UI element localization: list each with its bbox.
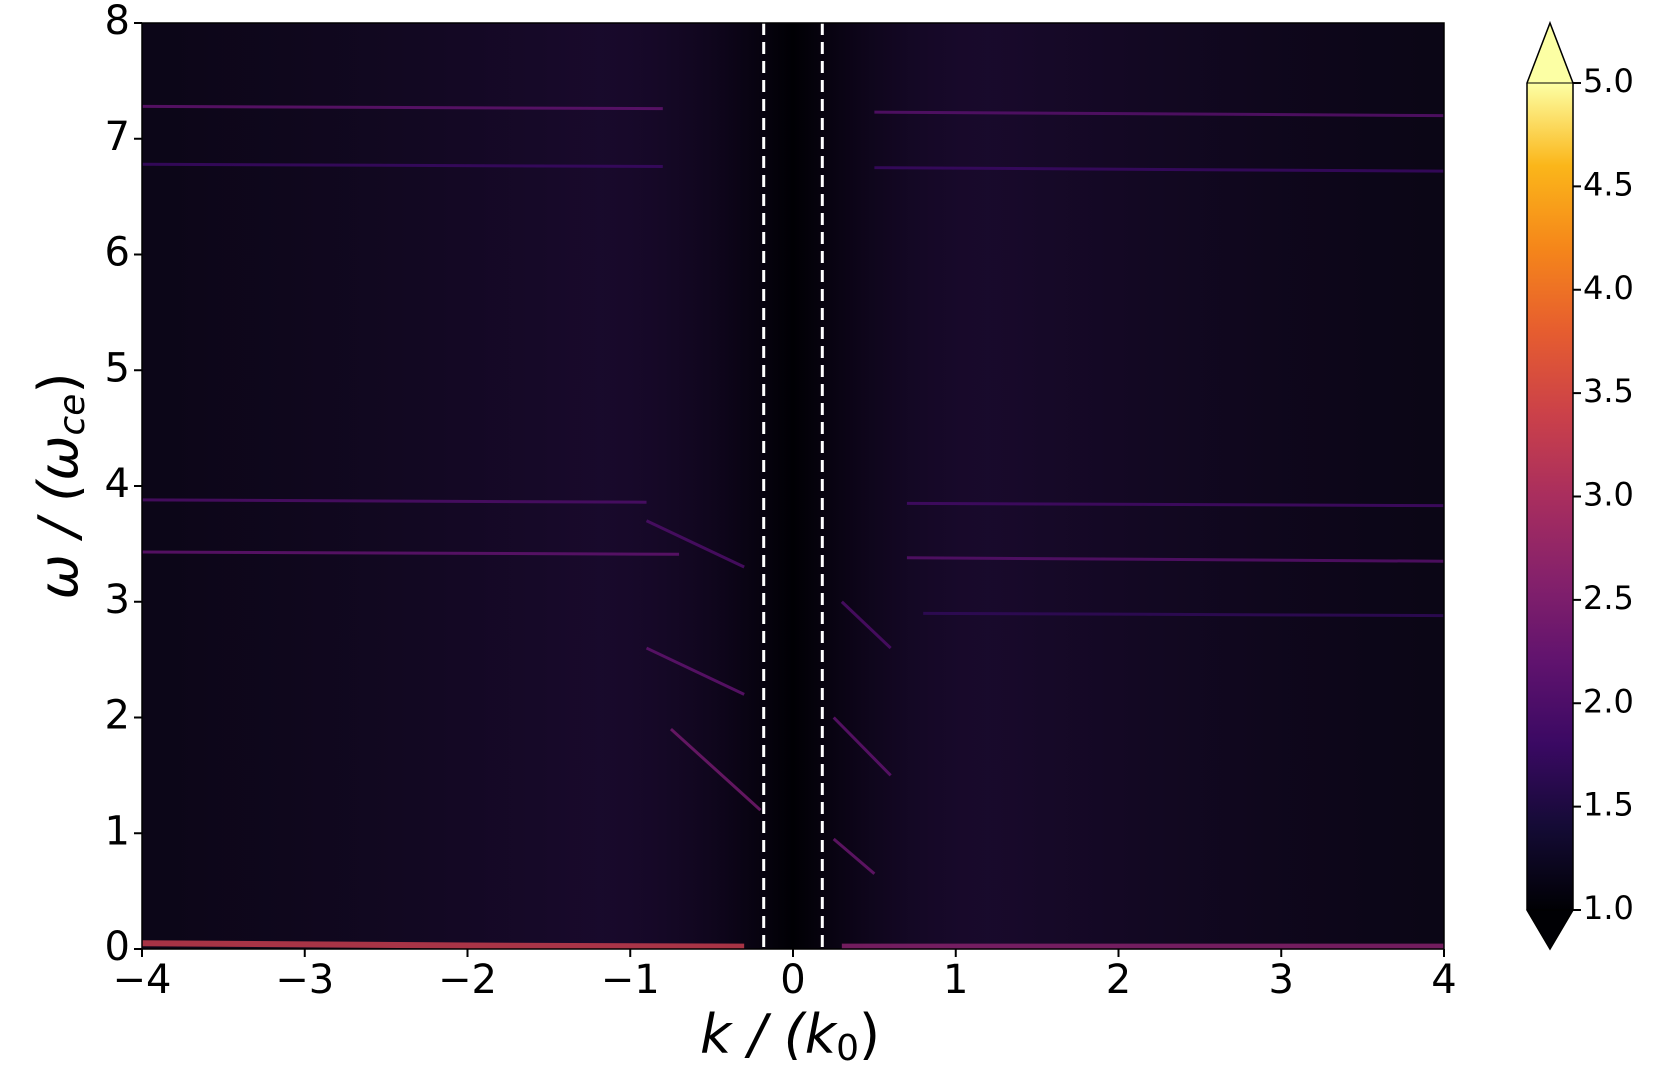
spectral-feature: [141, 498, 647, 504]
spectral-feature: [923, 611, 1445, 618]
y-tick-label: 2: [105, 693, 130, 739]
y-label-sub: ce: [52, 394, 93, 436]
spectral-feature: [840, 600, 892, 650]
colorbar-extend-max: [1526, 21, 1574, 84]
colorbar-tick-label: 1.0: [1583, 889, 1634, 927]
colorbar-tick-label: 5.0: [1583, 62, 1634, 100]
y-tick-label: 4: [105, 461, 130, 507]
spectral-feature: [906, 556, 1445, 563]
spectral-feature: [141, 162, 663, 169]
spectral-feature: [141, 940, 745, 950]
colorbar: [1527, 83, 1573, 910]
y-tick-label: 3: [105, 577, 130, 623]
spectral-feature: [874, 166, 1445, 173]
spectral-feature: [874, 110, 1445, 118]
y-tick-label: 8: [105, 0, 130, 44]
x-tick-label: 0: [780, 957, 805, 1003]
colorbar-tick-label: 4.5: [1583, 165, 1634, 203]
x-label-sub: 0: [836, 1028, 859, 1069]
x-tick-label: −2: [438, 957, 497, 1003]
x-tick-label: −1: [601, 957, 660, 1003]
plot-haze: [142, 23, 1444, 949]
x-label-close: ): [859, 1003, 880, 1066]
y-label-close: ): [27, 372, 90, 393]
spectral-feature: [645, 646, 745, 696]
spectral-feature: [906, 501, 1445, 508]
y-label-main: ω / (ω: [27, 436, 90, 600]
spectral-feature: [141, 104, 663, 111]
colorbar-extend-min: [1526, 909, 1574, 950]
spectral-feature: [141, 550, 680, 556]
colorbar-tick-label: 4.0: [1583, 269, 1634, 307]
colorbar-tick-label: 2.5: [1583, 579, 1634, 617]
colorbar-tick-label: 3.5: [1583, 372, 1634, 410]
spectral-feature: [645, 519, 745, 569]
marks: [141, 23, 1445, 950]
y-tick-label: 6: [105, 230, 130, 276]
x-tick-label: −3: [275, 957, 334, 1003]
y-tick-label: 0: [105, 924, 130, 970]
x-tick-label: −4: [113, 957, 172, 1003]
spectral-feature: [832, 837, 876, 875]
y-tick-label: 5: [105, 345, 130, 391]
x-axis-label: k / (k0): [700, 1003, 880, 1069]
x-tick-label: 3: [1269, 957, 1294, 1003]
colorbar-tick-label: 1.5: [1583, 786, 1634, 824]
x-tick-label: 2: [1106, 957, 1131, 1003]
colorbar-tick-label: 2.0: [1583, 682, 1634, 720]
x-tick-label: 4: [1431, 957, 1456, 1003]
y-tick-label: 1: [105, 808, 130, 854]
spectral-feature: [669, 727, 762, 812]
y-axis-label: ω / (ωce): [27, 372, 93, 599]
colorbar-tick-label: 3.0: [1583, 476, 1634, 514]
x-label-main: k / (k: [700, 1003, 839, 1066]
spectral-feature: [832, 716, 892, 777]
y-tick-label: 7: [105, 114, 130, 160]
x-tick-label: 1: [943, 957, 968, 1003]
